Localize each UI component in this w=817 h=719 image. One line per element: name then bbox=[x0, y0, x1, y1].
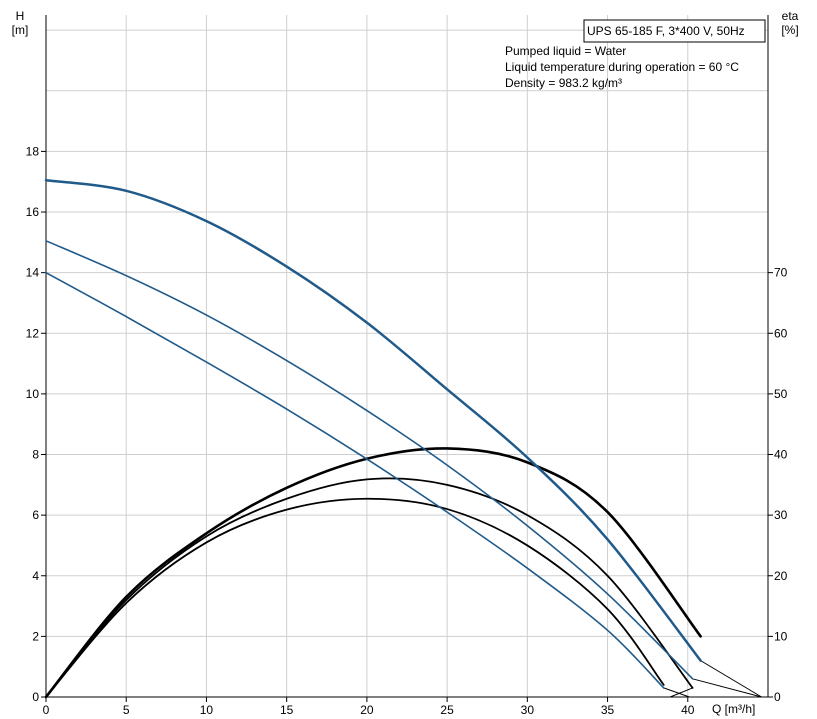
y-left-axis-unit: [m] bbox=[12, 23, 29, 37]
curve-tail-line bbox=[700, 660, 762, 698]
efficiency-curve-3 bbox=[45, 497, 665, 698]
info-line-density: Density = 983.2 kg/m³ bbox=[505, 76, 622, 90]
y-right-tick-label: 10 bbox=[774, 629, 788, 643]
x-tick-label: 15 bbox=[280, 703, 294, 717]
x-tick-label: 30 bbox=[521, 703, 535, 717]
y-left-axis-name: H bbox=[16, 9, 25, 23]
head-curve-1 bbox=[44, 178, 702, 662]
curve-tail-line bbox=[669, 687, 693, 698]
x-tick-label: 20 bbox=[360, 703, 374, 717]
x-tick-label: 10 bbox=[200, 703, 214, 717]
title-box bbox=[583, 19, 766, 43]
y-right-tick-label: 0 bbox=[774, 690, 781, 704]
y-right-tick-label: 30 bbox=[774, 508, 788, 522]
y-left-tick-label: 16 bbox=[26, 205, 40, 219]
head-curve-2 bbox=[45, 240, 694, 680]
axes bbox=[45, 15, 769, 698]
x-tick-label: 25 bbox=[440, 703, 454, 717]
y-left-tick-label: 4 bbox=[32, 569, 39, 583]
series bbox=[44, 178, 762, 699]
y-left-tick-label: 14 bbox=[26, 266, 40, 280]
head-curve-3 bbox=[45, 271, 665, 689]
y-left-tick-label: 0 bbox=[32, 690, 39, 704]
chart-title: UPS 65-185 F, 3*400 V, 50Hz bbox=[587, 24, 745, 38]
x-axis-label: Q [m³/h] bbox=[712, 702, 755, 716]
y-left-tick-label: 12 bbox=[26, 326, 40, 340]
x-tick-label: 40 bbox=[681, 703, 695, 717]
y-left-tick-label: 8 bbox=[32, 448, 39, 462]
efficiency-curve-2 bbox=[45, 477, 694, 698]
curve-tail-line bbox=[663, 687, 690, 698]
x-tick-label: 5 bbox=[123, 703, 130, 717]
x-tick-label: 0 bbox=[43, 703, 50, 717]
y-right-tick-label: 60 bbox=[774, 326, 788, 340]
y-left-tick-label: 10 bbox=[26, 387, 40, 401]
y-left-tick-label: 6 bbox=[32, 508, 39, 522]
y-right-tick-label: 20 bbox=[774, 569, 788, 583]
y-right-tick-label: 70 bbox=[774, 266, 788, 280]
y-left-tick-label: 2 bbox=[32, 629, 39, 643]
curve-tail-line bbox=[692, 678, 762, 698]
info-line-liquid-temperature: Liquid temperature during operation = 60… bbox=[505, 60, 739, 74]
x-tick-label: 35 bbox=[601, 703, 615, 717]
y-right-tick-label: 50 bbox=[774, 387, 788, 401]
y-right-axis-unit: [%] bbox=[781, 23, 798, 37]
y-left-tick-label: 18 bbox=[26, 144, 40, 158]
y-right-tick-label: 40 bbox=[774, 448, 788, 462]
info-line-pumped-liquid: Pumped liquid = Water bbox=[505, 44, 626, 58]
efficiency-curve-1 bbox=[44, 447, 702, 699]
y-right-axis-name: eta bbox=[782, 9, 799, 23]
tick-labels: 0 5 10 15 20 25 30 35 40 0 2 4 6 8 10 12 14 16 18 0 10 20 30 40… bbox=[26, 144, 788, 717]
grid-lines bbox=[46, 15, 769, 697]
